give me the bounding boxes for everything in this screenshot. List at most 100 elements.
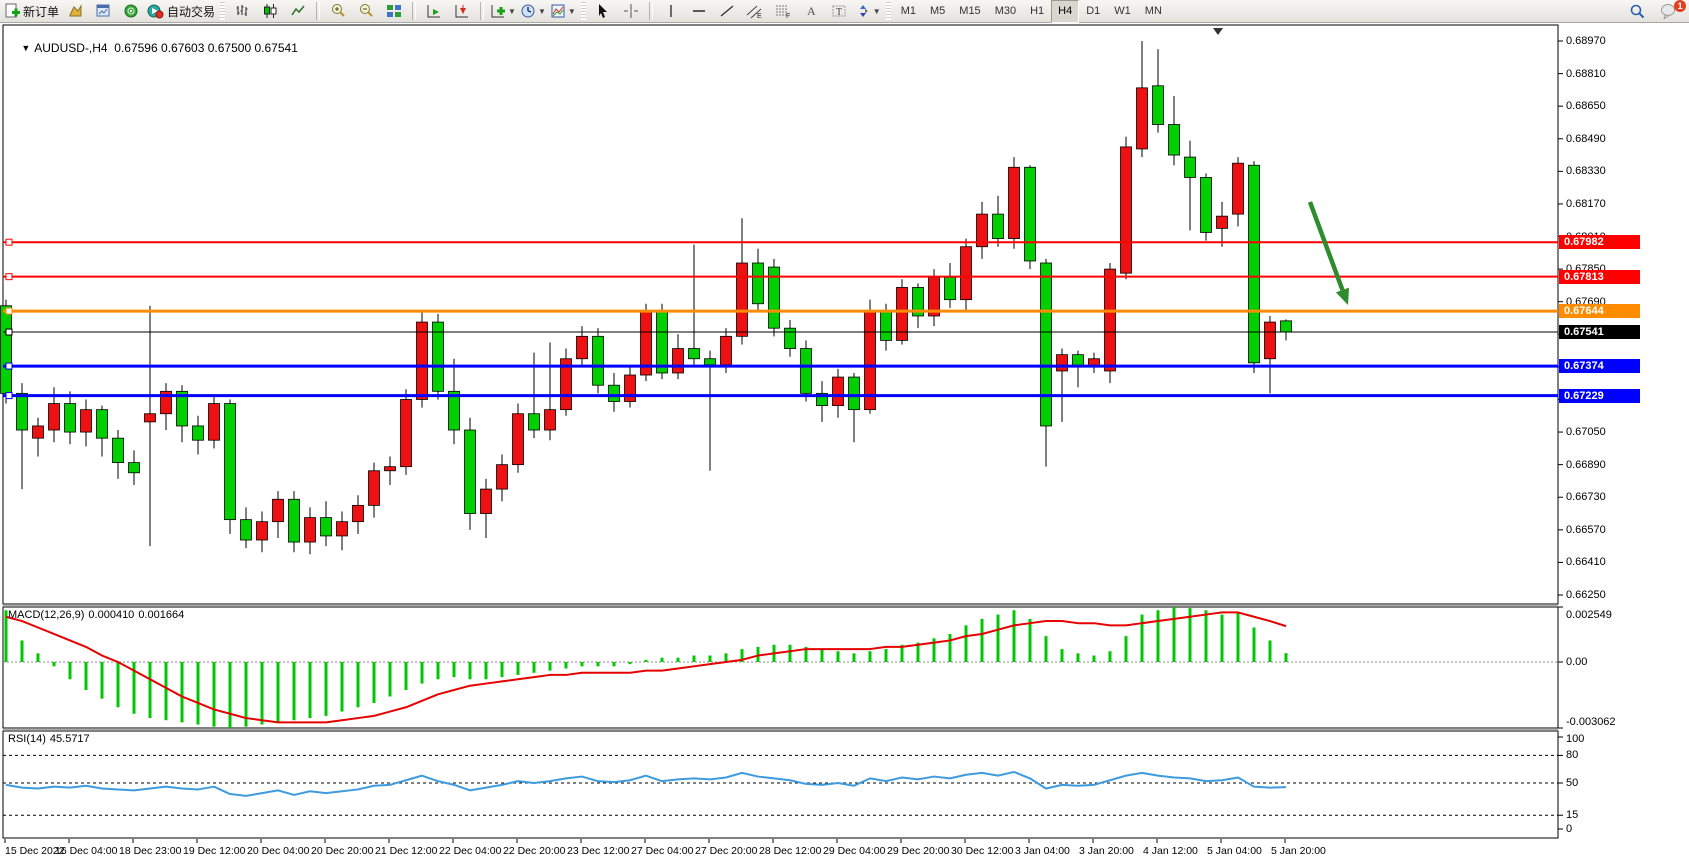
rsi-panel [2,730,1559,839]
price-tick-label: 0.68330 [1566,165,1606,178]
bar-chart-icon [234,3,250,19]
timeframe-mn[interactable]: MN [1144,4,1162,17]
price-tick-label: 0.66570 [1566,523,1606,536]
toolbar-grip [885,2,891,20]
rsi-tick-label: 0 [1566,823,1573,835]
toolbar-separator [648,2,653,20]
chart-window[interactable]: ▼ AUDUSD-,H4 0.67596 0.67603 0.67500 0.67… [0,23,1689,862]
candlestick-chart-button[interactable] [256,1,284,22]
svg-text:T: T [836,7,842,18]
current-price-badge: 0.67541 [1559,325,1640,340]
toolbar: 新订单 自动交易 [0,0,1689,23]
fibonacci-button[interactable]: F [769,1,797,22]
time-tick-label: 3 Jan 04:00 [1015,845,1070,857]
new-chart-button[interactable] [89,1,117,22]
chart-canvas[interactable] [0,23,1689,862]
rsi-line [5,770,1287,797]
timeframe-m15[interactable]: M15 [959,4,981,17]
periods-button[interactable]: ▼ [518,1,548,22]
chevron-down-icon: ▼ [567,6,576,16]
macd-signal-value: 0.001664 [138,609,185,621]
tile-windows-button[interactable] [380,1,408,22]
macd-signal-line [5,611,1287,724]
time-tick-label: 5 Jan 04:00 [1207,845,1262,857]
text-button[interactable]: A [797,1,825,22]
auto-trading-button[interactable]: 自动交易 [145,1,217,22]
timeframe-m5[interactable]: M5 [930,4,946,17]
macd-label: MACD(12,26,9) 0.000410 0.001664 [8,609,188,621]
macd-tick-label: 0.002549 [1566,609,1612,621]
cursor-button[interactable] [589,1,617,22]
macd-main-value: 0.000410 [88,609,135,621]
indicators-icon [490,3,506,19]
time-tick-label: 15 Dec 2022 [5,845,65,857]
macd-layer [4,607,1288,728]
line-anchor[interactable] [5,273,13,281]
timeframe-d1[interactable]: D1 [1086,4,1101,17]
symbol-dropdown-icon[interactable]: ▼ [21,43,31,53]
time-tick-label: 5 Jan 20:00 [1271,845,1326,857]
trendline-icon [719,3,735,19]
price-level-badge: 0.67644 [1559,304,1640,319]
text-icon: A [804,3,818,19]
time-tick-label: 21 Dec 12:00 [375,845,438,857]
price-tick-label: 0.68490 [1566,132,1606,145]
macd-tick-label: -0.003062 [1566,716,1616,728]
bar-chart-button[interactable] [228,1,256,22]
auto-scroll-icon [426,3,442,19]
line-anchor[interactable] [5,238,13,246]
ohlc-low: 0.67500 [207,41,252,55]
chevron-down-icon: ▼ [872,6,881,16]
equidistant-channel-button[interactable]: E [741,1,769,22]
price-level-badge: 0.67229 [1559,388,1640,403]
indicators-button[interactable]: ▼ [488,1,518,22]
timeframe-h1[interactable]: H1 [1030,4,1045,17]
timeframe-w1[interactable]: W1 [1114,4,1131,17]
horizontal-line-button[interactable] [685,1,713,22]
profiles-button[interactable] [61,1,89,22]
price-level-badge: 0.67813 [1559,269,1640,284]
vertical-line-button[interactable] [657,1,685,22]
timeframe-m1[interactable]: M1 [900,4,916,17]
auto-scroll-button[interactable] [420,1,448,22]
time-tick-label: 16 Dec 04:00 [55,845,118,857]
line-anchor[interactable] [5,392,13,400]
toolbar-grip [220,2,226,20]
line-chart-button[interactable] [284,1,312,22]
market-watch-button[interactable] [117,1,145,22]
price-level-badge: 0.67374 [1559,359,1640,374]
market-watch-icon [123,3,139,19]
crosshair-button[interactable] [617,1,645,22]
trendline-button[interactable] [713,1,741,22]
templates-button[interactable]: ▼ [548,1,578,22]
price-tick-label: 0.66250 [1566,589,1606,601]
toolbar-separator [480,2,485,20]
arrow-annotation-head[interactable] [1335,287,1350,305]
line-anchor[interactable] [5,328,13,336]
arrow-annotation[interactable] [1307,201,1345,291]
timeframe-m30[interactable]: M30 [994,4,1017,17]
search-button[interactable] [1623,1,1651,22]
text-label-button[interactable]: T [825,1,853,22]
price-level-badge: 0.67982 [1559,235,1640,250]
time-tick-label: 22 Dec 04:00 [439,845,502,857]
tile-windows-icon [386,3,402,19]
time-tick-label: 18 Dec 23:00 [119,845,182,857]
auto-trading-icon [147,3,164,19]
timeframe-h4[interactable]: H4 [1051,0,1080,23]
zoom-out-button[interactable] [352,1,380,22]
notification-badge: 1 [1674,0,1686,12]
line-anchor[interactable] [5,362,13,370]
rsi-name: RSI(14) [8,733,46,745]
chart-title: ▼ AUDUSD-,H4 0.67596 0.67603 0.67500 0.67… [8,27,298,69]
new-order-icon [4,3,20,19]
profiles-icon [67,3,83,19]
zoom-in-button[interactable] [324,1,352,22]
new-order-button[interactable]: 新订单 [2,1,61,22]
templates-icon [550,3,566,19]
arrows-button[interactable]: ▼ [853,1,883,22]
line-anchor[interactable] [5,307,13,315]
notifications-button[interactable]: 1 [1655,0,1686,22]
chart-shift-button[interactable] [448,1,476,22]
vertical-line-icon [664,3,678,19]
